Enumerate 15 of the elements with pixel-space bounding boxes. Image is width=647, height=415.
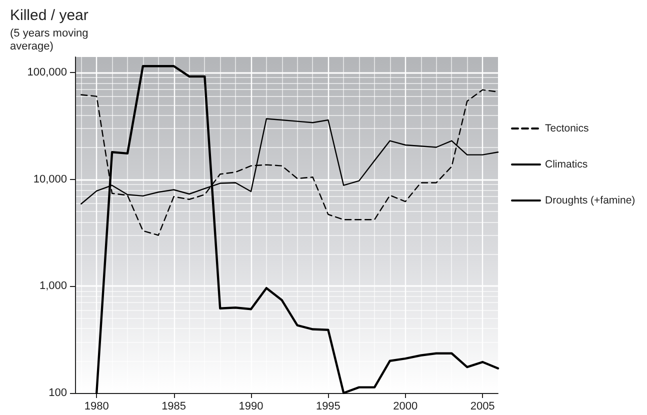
chart-subtitle: (5 years moving average) <box>10 28 92 52</box>
legend-label: Climatics <box>545 158 588 170</box>
y-tick-label: 10,000 <box>33 173 67 186</box>
x-tick-label: 1985 <box>162 400 186 412</box>
x-tick-label: 1995 <box>316 400 340 412</box>
x-tick-label: 2000 <box>393 400 418 412</box>
legend-label: Tectonics <box>545 122 589 134</box>
x-tick-label: 1980 <box>84 400 109 412</box>
y-tick-label: 1,000 <box>39 280 67 292</box>
x-tick-label: 2005 <box>470 400 495 412</box>
legend-label: Droughts (+famine) <box>545 194 636 206</box>
y-tick-label: 100 <box>48 387 67 399</box>
y-axis-title: Killed / year <box>10 7 88 24</box>
x-tick-label: 1990 <box>238 400 264 412</box>
y-tick-label: 100,000 <box>27 66 67 79</box>
